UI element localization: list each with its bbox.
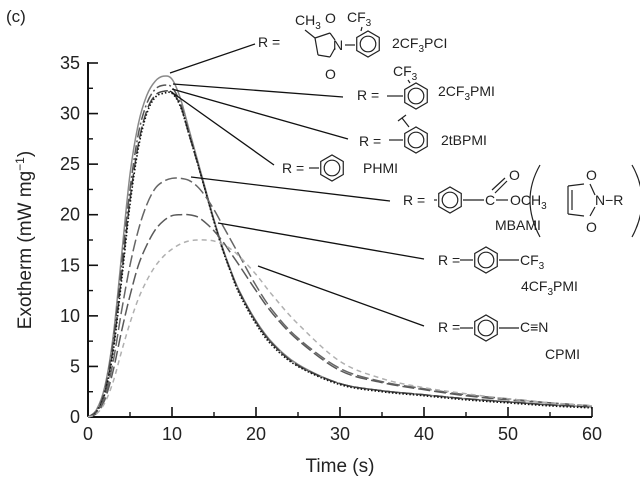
leader-2cf3pmi [172,83,344,98]
benzene-ring-icon [356,30,380,58]
benzene-ring-icon [320,154,344,182]
x-tick-label: 20 [246,424,266,444]
bond [360,26,363,32]
benzene-ring-icon [404,82,428,110]
r-eq: R = [359,133,381,149]
o-label: O [586,167,597,183]
y-tick-label: 20 [60,205,80,225]
x-tick-label: 0 [83,424,93,444]
r-eq: R = [258,34,280,50]
label-cpmi: CPMI [545,346,580,362]
cf3-label: CF3 [347,9,372,29]
bond [304,29,316,39]
y-tick-label: 30 [60,104,80,124]
x-axis-label: Time (s) [306,456,375,477]
series-line-cpmi [87,239,593,418]
o-label: O [586,219,597,235]
x-tick-label: 10 [162,424,182,444]
ch3-label: CH3 [295,12,321,32]
benzene-ring-icon-aromatic [477,319,495,337]
x-tick-label: 30 [330,424,350,444]
curves [87,75,593,418]
bond [314,32,331,39]
leader-cpmi [257,265,425,327]
cf3-label: CF3 [393,63,418,83]
leader-2tbpmi [171,88,349,140]
structures [304,26,640,342]
axes: 0 10 20 30 40 50 60 0 5 10 15 20 25 30 35 [60,53,602,444]
y-tick-label: 10 [60,306,80,326]
o-label: O [325,10,336,26]
bond [491,177,506,191]
cf3-label: CF3 [520,252,545,272]
leader-mbami [190,176,391,202]
leader-2cf3pci [169,43,256,74]
benzene-ring-icon-aromatic [407,87,425,105]
benzene-ring-icon-aromatic [323,159,341,177]
y-tick-label: 35 [60,53,80,73]
leader-phmi [169,90,275,166]
r-eq: R = [438,252,460,268]
bond [407,79,411,84]
bracket-right [631,164,640,238]
series-line-phmi [87,91,593,418]
bond [567,213,585,217]
r-eq: R = [357,87,379,103]
bracket-left [529,164,541,238]
label-4cf3pmi: 4CF3PMI [521,278,578,298]
y-tick-label: 5 [70,356,80,376]
c-triple-n-label: C≡N [520,319,548,335]
bond [589,206,596,217]
y-tick-label: 0 [70,407,80,427]
o-label: O [325,66,336,82]
label-2cf3pmi: 2CF3PMI [438,83,495,103]
r-eq: R = [282,160,304,176]
bond [329,47,336,58]
n-r-label: N−R [595,192,623,208]
bond [494,180,508,194]
label-2tbpmi: 2tBPMI [441,132,487,148]
o-label: O [509,167,520,183]
series-line-mbami [87,177,593,418]
y-tick-label: 15 [60,255,80,275]
panel-label: (c) [6,7,26,26]
x-tick-label: 60 [582,424,602,444]
bond [314,37,319,56]
benzene-ring-icon [474,314,498,342]
benzene-ring-icon-aromatic [477,251,495,269]
benzene-ring-icon [404,126,428,154]
structure-labels: R = CH3 O O N CF3 2CF3PCI R = CF3 2CF3PM… [258,9,623,362]
bond [401,117,410,128]
och3-label: OCH3 [510,192,547,212]
y-axis-label: Exotherm (mW mg−1) [13,151,36,329]
benzene-ring-icon-aromatic [407,131,425,149]
label-mbami: MBAMI [495,217,541,233]
series-line-2cf3pci [87,75,593,418]
benzene-ring-icon-aromatic [441,191,459,209]
series-line-2tbpmi [87,90,593,418]
n-label: N [333,37,343,53]
label-2cf3pci: 2CF3PCI [392,35,447,55]
c-label: C [485,192,495,208]
leader-lines [169,43,425,327]
bond [329,32,336,41]
y-tick-label: 25 [60,154,80,174]
label-phmi: PHMI [363,160,398,176]
r-eq: R = [403,192,425,208]
r-eq: R = [438,319,460,335]
x-tick-label: 40 [414,424,434,444]
benzene-ring-icon [474,246,498,274]
bond [589,183,596,196]
benzene-ring-icon [438,186,462,214]
leader-4cf3pmi [217,222,425,260]
bond [317,54,331,58]
series-line-2cf3pmi [87,84,593,418]
bond [567,183,585,187]
series-line-4cf3pmi [87,213,593,418]
bond [397,114,407,122]
x-tick-label: 50 [498,424,518,444]
benzene-ring-icon-aromatic [359,35,377,53]
